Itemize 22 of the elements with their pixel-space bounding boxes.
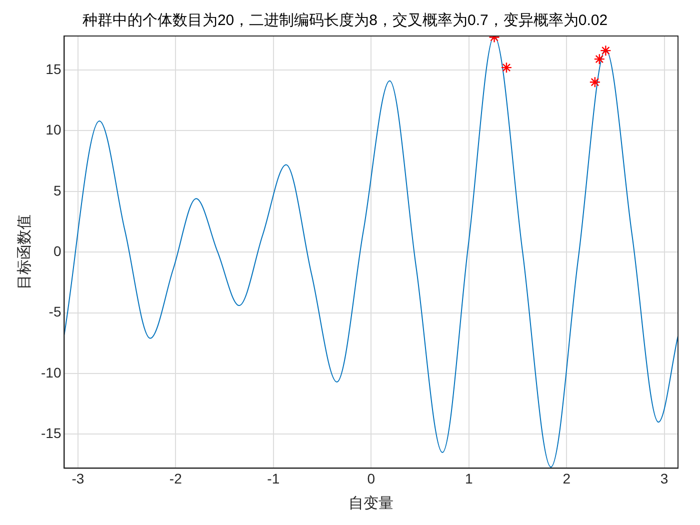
y-axis-title: 目标函数值 (16, 214, 34, 290)
x-tick-label: 0 (367, 470, 376, 486)
y-tick-label: -15 (41, 425, 62, 442)
y-tick-label: -5 (48, 304, 62, 320)
x-tick-label: 2 (562, 470, 571, 486)
point (600, 44, 612, 56)
point (589, 76, 601, 88)
point (594, 53, 606, 65)
x-tick-label: -3 (72, 470, 84, 486)
chart-title: 种群中的个体数目为20，二进制编码长度为8，交叉概率为0.7，变异概率为0.02 (82, 12, 608, 30)
x-tick-label: 3 (660, 470, 668, 486)
y-tick-label: 5 (53, 182, 62, 198)
x-tick-label: -2 (169, 470, 182, 486)
x-axis-title: 自变量 (348, 495, 394, 512)
x-tick-label: -1 (267, 470, 280, 486)
x-tick-label: 1 (464, 470, 473, 486)
y-tick-label: 15 (46, 60, 62, 77)
y-tick-label: -10 (41, 364, 62, 380)
y-tick-label: 0 (53, 242, 62, 259)
point (500, 62, 512, 74)
line-series (64, 36, 678, 468)
y-tick-label: 10 (46, 122, 62, 138)
